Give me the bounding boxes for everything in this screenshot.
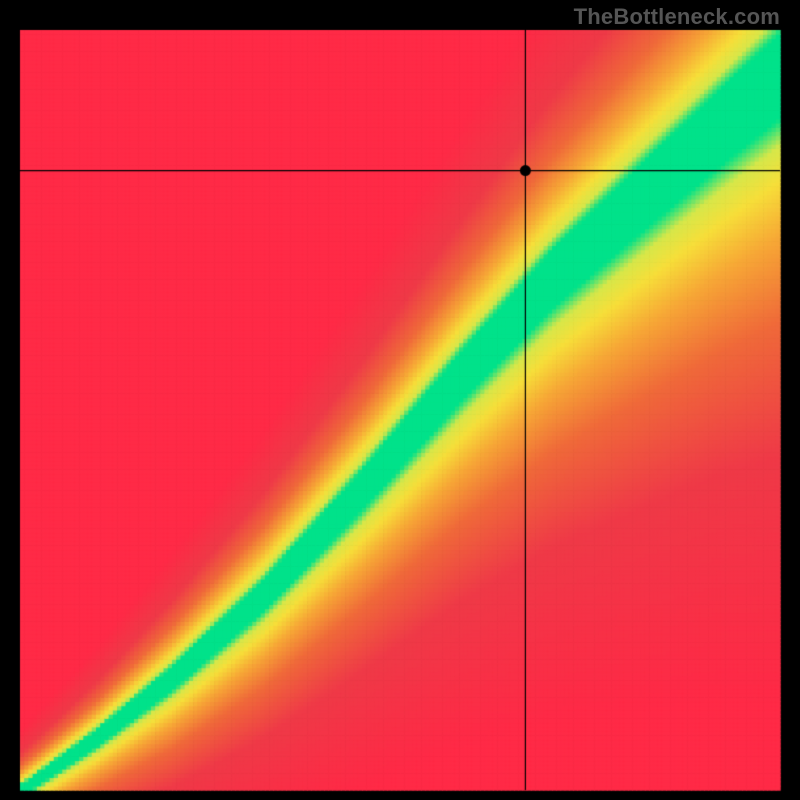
chart-container: TheBottleneck.com <box>0 0 800 800</box>
bottleneck-heatmap <box>0 0 800 800</box>
watermark-text: TheBottleneck.com <box>574 4 780 30</box>
